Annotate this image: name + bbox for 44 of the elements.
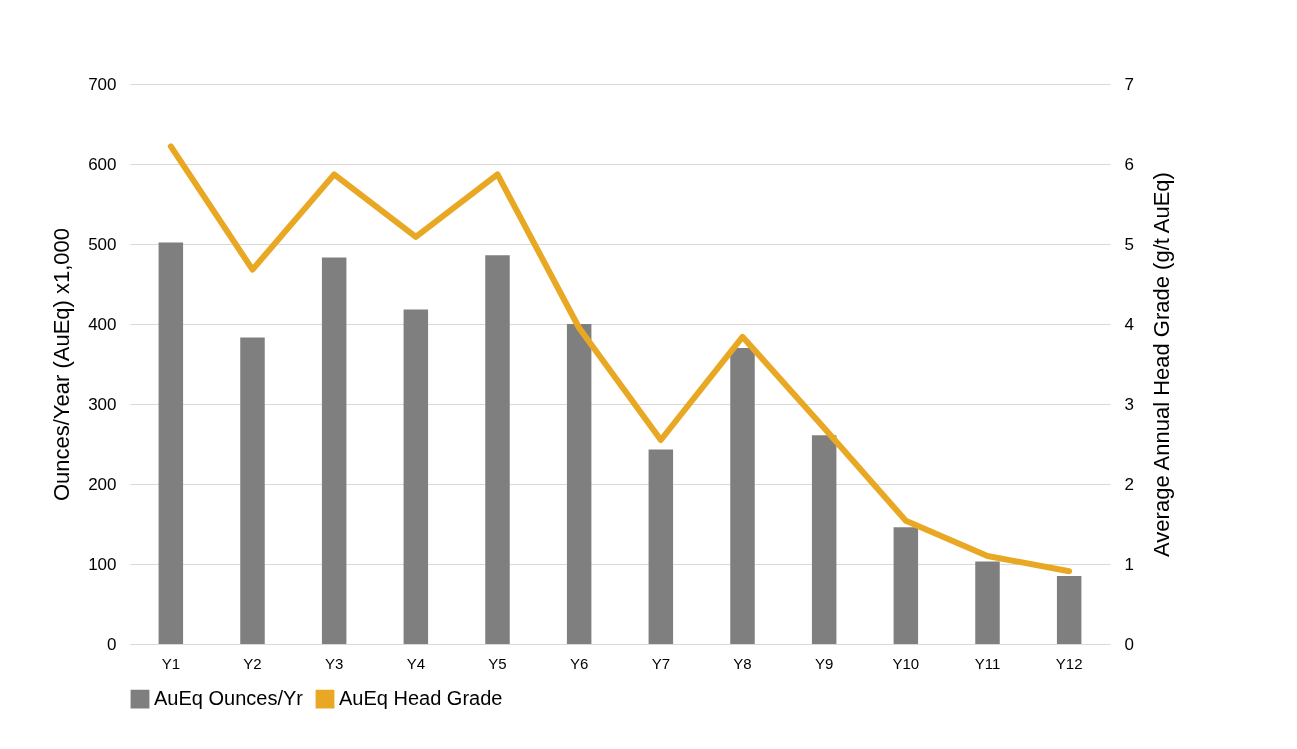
x-tick-label: Y11 <box>974 654 1001 672</box>
y-tick-label: 400 <box>88 314 117 334</box>
bar <box>321 257 347 644</box>
x-tick-label: Y3 <box>324 654 344 672</box>
x-tick-label: Y8 <box>733 654 752 672</box>
legend-label: AuEq Head Grade <box>339 687 503 710</box>
x-tick-label: Y6 <box>569 654 589 672</box>
y-tick-label: 300 <box>88 394 117 414</box>
bar <box>485 255 510 644</box>
y2-tick-label: 3 <box>1124 394 1134 414</box>
y2-tick-label: 6 <box>1124 154 1134 174</box>
y-tick-label: 700 <box>88 74 117 94</box>
y-tick-label: 500 <box>88 234 117 254</box>
y-tick-label: 200 <box>88 474 117 494</box>
bar <box>730 348 755 644</box>
y-tick-label: 100 <box>88 554 117 574</box>
bar <box>566 324 592 644</box>
y-tick-label: 600 <box>88 154 117 174</box>
x-tick-label: Y7 <box>651 654 671 672</box>
y2-tick-label: 5 <box>1124 234 1134 254</box>
bar <box>811 435 837 644</box>
bar <box>403 309 429 644</box>
bar <box>975 561 1000 644</box>
y2-tick-label: 1 <box>1124 554 1134 574</box>
y2-axis-title: Average Annual Head Grade (g/t AuEq) <box>1148 172 1174 557</box>
bar <box>158 242 184 644</box>
bar <box>1056 576 1082 644</box>
x-tick-label: Y4 <box>406 654 426 672</box>
x-tick-label: Y10 <box>892 654 920 672</box>
bar <box>648 449 674 644</box>
y2-tick-label: 2 <box>1124 474 1134 494</box>
y2-tick-label: 7 <box>1124 74 1134 94</box>
y2-tick-label: 0 <box>1124 634 1134 654</box>
x-tick-label: Y1 <box>161 654 181 672</box>
bar <box>893 527 919 644</box>
x-tick-label: Y2 <box>243 654 262 672</box>
x-tick-label: Y12 <box>1055 654 1083 672</box>
legend-label: AuEq Ounces/Yr <box>154 687 304 710</box>
x-tick-label: Y9 <box>814 654 834 672</box>
bar <box>240 337 265 644</box>
y-tick-label: 0 <box>107 634 117 654</box>
y-axis-title: Ounces/Year (AuEq) x1,000 <box>49 227 75 502</box>
y2-tick-label: 4 <box>1124 314 1134 334</box>
x-tick-label: Y5 <box>488 654 507 672</box>
